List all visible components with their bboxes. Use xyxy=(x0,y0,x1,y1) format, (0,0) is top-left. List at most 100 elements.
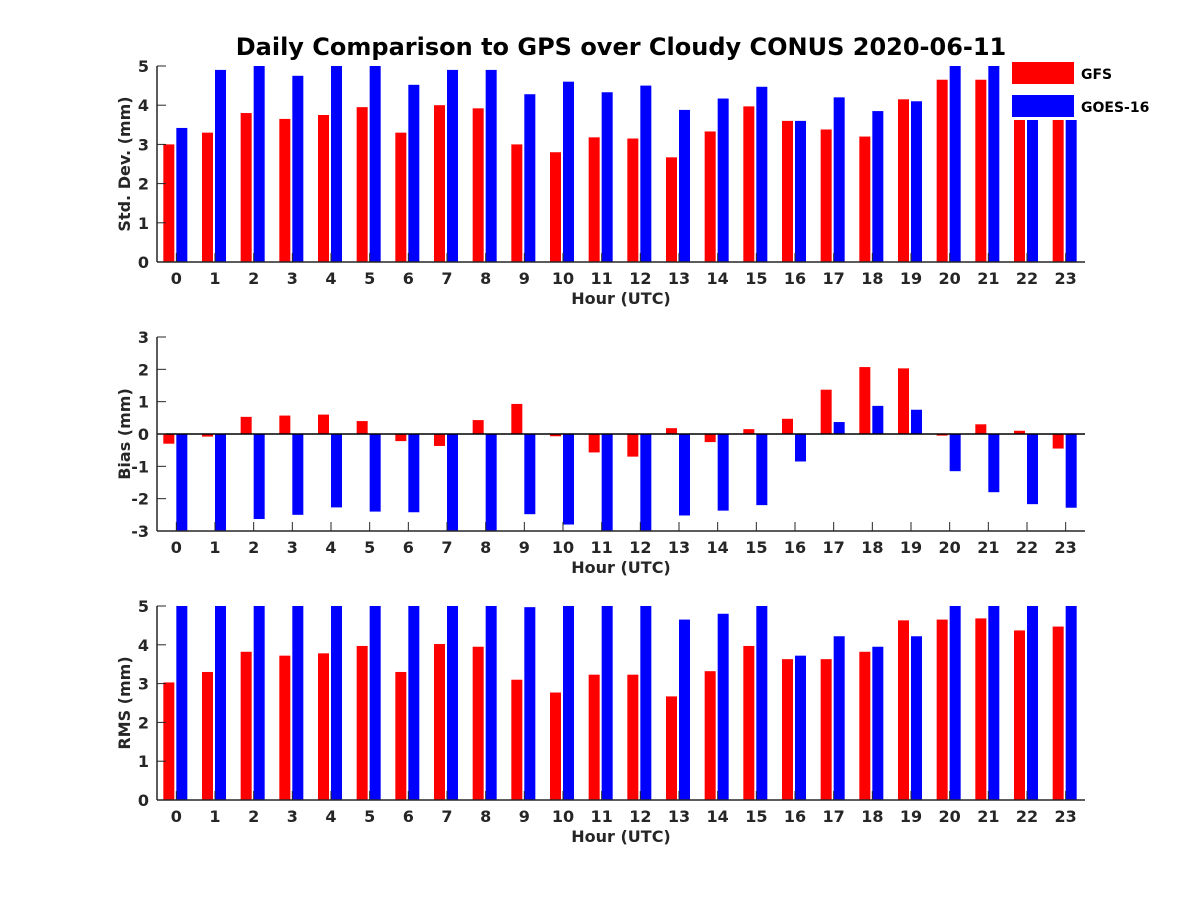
bar-gfs-hour-5 xyxy=(356,421,368,434)
x-tick-label: 1 xyxy=(209,807,220,826)
bar-gfs-hour-18 xyxy=(859,136,871,262)
x-tick-label: 7 xyxy=(441,538,452,557)
x-tick-label: 14 xyxy=(707,538,729,557)
y-axis-label: Bias (mm) xyxy=(115,388,134,480)
x-tick-label: 16 xyxy=(784,807,806,826)
bar-gfs-hour-13 xyxy=(666,428,677,434)
bar-goes-16-hour-23 xyxy=(1065,434,1077,508)
bar-gfs-hour-9 xyxy=(511,144,523,262)
bar-goes-16-hour-1 xyxy=(215,69,226,262)
bar-gfs-hour-12 xyxy=(627,674,639,800)
x-tick-label: 1 xyxy=(209,269,220,288)
x-tick-label: 23 xyxy=(1055,538,1077,557)
bar-goes-16-hour-18 xyxy=(872,405,884,434)
x-tick-label: 9 xyxy=(519,538,530,557)
x-tick-label: 12 xyxy=(629,538,651,557)
x-tick-label: 14 xyxy=(707,269,729,288)
bar-goes-16-hour-11 xyxy=(601,434,613,531)
bar-goes-16-hour-15 xyxy=(756,86,768,262)
bar-gfs-hour-11 xyxy=(588,434,600,453)
y-tick-label: 0 xyxy=(138,253,149,272)
x-tick-label: 21 xyxy=(977,807,999,826)
bar-goes-16-hour-9 xyxy=(524,434,536,515)
y-tick-label: -1 xyxy=(131,457,149,476)
bar-gfs-hour-20 xyxy=(936,79,948,262)
bar-goes-16-hour-12 xyxy=(640,434,652,531)
x-tick-label: 2 xyxy=(248,269,259,288)
bar-goes-16-hour-9 xyxy=(524,94,536,262)
chart-title: Daily Comparison to GPS over Cloudy CONU… xyxy=(236,33,1007,61)
bar-gfs-hour-13 xyxy=(666,696,677,800)
bar-goes-16-hour-13 xyxy=(679,434,690,516)
x-tick-label: 19 xyxy=(900,807,922,826)
bar-goes-16-hour-19 xyxy=(911,636,922,800)
bar-goes-16-hour-14 xyxy=(717,613,729,800)
bar-gfs-hour-21 xyxy=(975,424,987,434)
bar-gfs-hour-15 xyxy=(743,645,755,800)
x-tick-label: 4 xyxy=(325,269,336,288)
bar-gfs-hour-19 xyxy=(898,99,909,262)
bar-goes-16-hour-7 xyxy=(447,69,458,262)
x-tick-label: 6 xyxy=(403,269,414,288)
x-tick-label: 9 xyxy=(519,807,530,826)
x-tick-label: 17 xyxy=(823,269,845,288)
x-tick-label: 8 xyxy=(480,807,491,826)
bar-gfs-hour-9 xyxy=(511,403,523,434)
x-tick-label: 5 xyxy=(364,269,375,288)
bar-goes-16-hour-1 xyxy=(215,434,226,531)
x-tick-label: 23 xyxy=(1055,807,1077,826)
x-tick-label: 6 xyxy=(403,807,414,826)
bar-gfs-hour-6 xyxy=(395,434,407,442)
bar-goes-16-hour-5 xyxy=(369,66,381,262)
y-tick-label: 3 xyxy=(138,328,149,347)
x-tick-label: 13 xyxy=(668,538,690,557)
y-tick-label: 3 xyxy=(138,135,149,154)
bar-goes-16-hour-17 xyxy=(833,636,845,800)
bar-goes-16-hour-19 xyxy=(911,101,922,262)
legend-label-gfs: GFS xyxy=(1081,67,1112,83)
y-axis-label: Std. Dev. (mm) xyxy=(115,96,134,231)
bar-gfs-hour-6 xyxy=(395,671,407,800)
x-tick-label: 15 xyxy=(745,538,767,557)
x-tick-label: 3 xyxy=(287,269,298,288)
y-tick-label: 4 xyxy=(138,96,149,115)
bar-gfs-hour-16 xyxy=(782,418,793,434)
x-tick-label: 20 xyxy=(939,538,961,557)
bar-gfs-hour-1 xyxy=(202,434,213,437)
bar-gfs-hour-10 xyxy=(550,434,561,437)
bar-goes-16-hour-6 xyxy=(408,434,420,513)
bar-goes-16-hour-23 xyxy=(1065,606,1077,800)
bar-gfs-hour-2 xyxy=(240,651,252,800)
x-tick-label: 20 xyxy=(939,807,961,826)
x-tick-label: 11 xyxy=(591,538,613,557)
legend-swatch-goes16 xyxy=(1012,95,1074,117)
bar-goes-16-hour-0 xyxy=(176,434,188,531)
x-tick-label: 0 xyxy=(171,807,182,826)
bar-gfs-hour-14 xyxy=(704,671,716,800)
x-tick-label: 18 xyxy=(861,269,883,288)
x-tick-label: 12 xyxy=(629,807,651,826)
bar-gfs-hour-5 xyxy=(356,107,368,262)
x-axis-label: Hour (UTC) xyxy=(571,558,671,577)
x-tick-label: 15 xyxy=(745,269,767,288)
bar-goes-16-hour-0 xyxy=(176,127,188,262)
bar-gfs-hour-3 xyxy=(279,415,291,434)
y-tick-label: 0 xyxy=(138,425,149,444)
bar-goes-16-hour-3 xyxy=(292,75,304,262)
y-tick-label: 3 xyxy=(138,675,149,694)
bar-gfs-hour-19 xyxy=(898,620,909,800)
legend: GFS GOES-16 xyxy=(1008,60,1149,120)
bar-goes-16-hour-10 xyxy=(563,81,574,263)
x-tick-label: 1 xyxy=(209,538,220,557)
bar-gfs-hour-19 xyxy=(898,368,909,434)
x-tick-label: 7 xyxy=(441,807,452,826)
x-tick-label: 21 xyxy=(977,269,999,288)
bar-gfs-hour-4 xyxy=(318,414,329,434)
bar-gfs-hour-10 xyxy=(550,152,561,262)
bar-gfs-hour-5 xyxy=(356,645,368,800)
x-tick-label: 10 xyxy=(552,269,574,288)
bar-goes-16-hour-18 xyxy=(872,111,884,262)
bar-goes-16-hour-7 xyxy=(447,606,458,800)
